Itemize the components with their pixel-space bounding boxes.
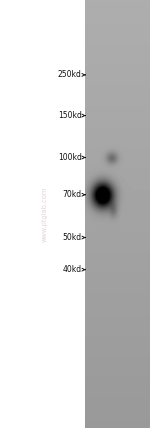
Text: 100kd: 100kd xyxy=(58,153,82,162)
Text: 70kd: 70kd xyxy=(63,190,82,199)
Text: 150kd: 150kd xyxy=(58,111,82,120)
Text: 50kd: 50kd xyxy=(63,233,82,242)
Text: www.ptglab.com: www.ptglab.com xyxy=(42,186,48,242)
Text: 250kd: 250kd xyxy=(58,70,82,80)
Text: 40kd: 40kd xyxy=(63,265,82,274)
